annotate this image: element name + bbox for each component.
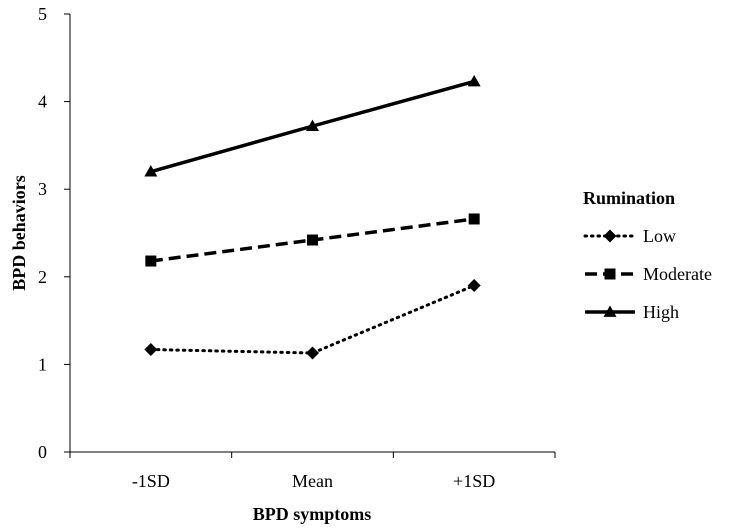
- series-line-low: [149, 284, 476, 355]
- y-axis-title: BPD behaviors: [9, 175, 29, 291]
- x-tick-label: +1SD: [453, 471, 495, 491]
- legend-item-high: High: [585, 302, 679, 322]
- series-moderate: [145, 213, 480, 267]
- y-tick-label: 3: [38, 179, 47, 199]
- x-axis-title: BPD symptoms: [253, 504, 372, 524]
- data-point-high: [467, 74, 481, 87]
- y-tick-label: 1: [38, 354, 47, 374]
- series-low: [144, 279, 481, 360]
- legend-label-high: High: [643, 302, 679, 322]
- x-axis-ticks: -1SD Mean +1SD: [69, 452, 556, 491]
- x-tick-label: -1SD: [132, 471, 170, 491]
- data-point-moderate: [307, 234, 318, 246]
- data-point-low: [467, 279, 481, 293]
- series-layer: [144, 74, 481, 360]
- data-point-high: [306, 119, 319, 132]
- legend-marker-moderate: [604, 268, 616, 280]
- data-point-low: [306, 346, 319, 360]
- y-tick-label: 5: [38, 4, 47, 24]
- legend-marker-high: [603, 305, 617, 317]
- legend-items: Low Moderate High: [583, 226, 712, 322]
- legend-title: Rumination: [583, 188, 675, 208]
- data-point-low: [144, 343, 158, 357]
- legend: Rumination Low Moderate High: [583, 188, 712, 322]
- data-point-moderate: [468, 213, 480, 225]
- legend-item-low: Low: [583, 226, 676, 246]
- series-high: [144, 74, 481, 177]
- legend-marker-low: [603, 229, 617, 243]
- y-axis-ticks: 0 1 2 3 4 5: [38, 4, 70, 462]
- y-tick-label: 4: [38, 92, 47, 112]
- data-point-high: [144, 165, 158, 177]
- legend-label-moderate: Moderate: [643, 264, 712, 284]
- y-tick-label: 2: [38, 267, 47, 287]
- data-point-moderate: [145, 255, 157, 267]
- y-tick-label: 0: [38, 442, 47, 462]
- legend-item-moderate: Moderate: [585, 264, 712, 284]
- x-tick-label: Mean: [292, 471, 333, 491]
- legend-label-low: Low: [643, 226, 676, 246]
